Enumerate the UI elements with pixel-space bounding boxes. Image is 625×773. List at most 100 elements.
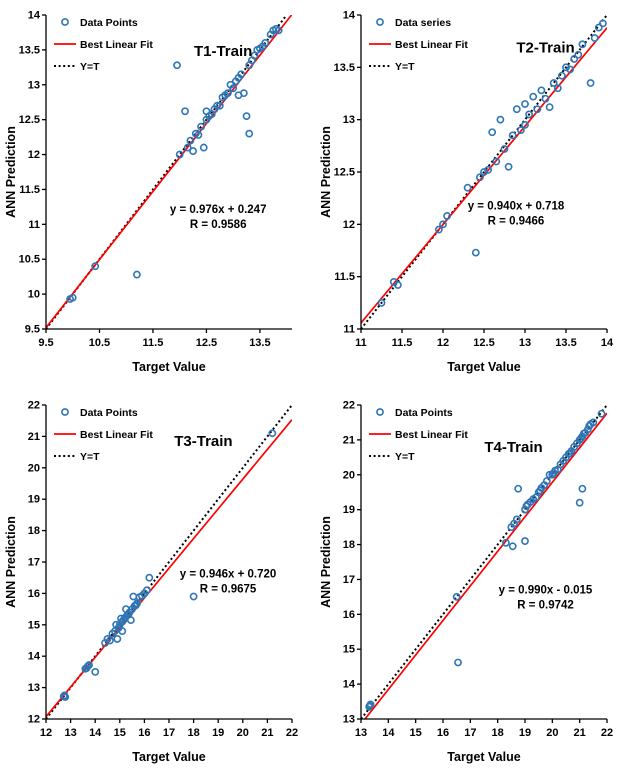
legend-label-points: Data Points — [395, 407, 453, 419]
chart-t3-train: 12 13 14 15 16 17 18 19 20 21 22 12 13 14 15 16 17 18 19 20… — [4, 395, 306, 767]
y-tick-label: 13 — [28, 682, 40, 694]
identity-line — [360, 14, 608, 330]
data-point-marker — [199, 143, 208, 152]
y-tick-label: 18 — [343, 539, 355, 551]
fit-equation: y = 0.946x + 0.720 — [180, 569, 277, 581]
data-point-marker — [512, 105, 521, 114]
data-point-marker — [129, 592, 138, 601]
data-point-marker — [557, 71, 566, 80]
x-tick-label: 16 — [138, 727, 150, 739]
data-point-marker — [213, 101, 222, 110]
x-tick-label: 11.5 — [143, 337, 164, 349]
chart-title: T4-Train — [484, 439, 542, 456]
y-tick-label: 14 — [28, 10, 41, 22]
data-point-marker — [553, 84, 562, 93]
chart-t2-train: 11 11.5 12 12.5 13 13.5 14 11 11.5 12 12.5 13 13.5 14… — [319, 5, 621, 377]
legend-label-yt: Y=T — [80, 451, 100, 463]
data-point-marker — [133, 599, 141, 608]
y-tick-label: 22 — [28, 400, 40, 412]
x-tick-label: 13 — [355, 727, 367, 739]
identity-line — [360, 404, 608, 720]
data-point-marker — [223, 89, 232, 98]
data-point-marker — [514, 484, 523, 493]
y-tick-label: 16 — [28, 588, 40, 600]
data-point-marker — [525, 110, 533, 119]
data-point-marker — [501, 538, 510, 547]
x-tick-label: 22 — [601, 727, 613, 739]
data-point-marker — [197, 122, 205, 131]
x-tick-label: 12.5 — [473, 337, 494, 349]
x-axis-title: Target Value — [447, 360, 520, 374]
data-point-marker — [126, 616, 135, 624]
data-point-marker — [533, 105, 542, 114]
data-point-marker — [439, 220, 447, 229]
legend-label-yt: Y=T — [395, 451, 415, 463]
data-point-marker — [512, 515, 521, 524]
legend-label-yt: Y=T — [80, 61, 100, 73]
y-tick-label: 12.5 — [19, 114, 40, 126]
legend-label-fit: Best Linear Fit — [80, 429, 153, 441]
x-tick-label: 13.5 — [249, 337, 270, 349]
x-tick-label: 18 — [492, 727, 504, 739]
data-point-marker — [106, 636, 114, 645]
data-point-marker — [245, 129, 254, 138]
data-point-marker — [394, 281, 402, 289]
x-tick-label: 12.5 — [196, 337, 217, 349]
data-point-marker — [570, 55, 579, 63]
y-tick-label: 13.5 — [334, 62, 355, 74]
data-point-marker — [521, 100, 529, 108]
data-point-marker — [173, 61, 181, 70]
scatter-chart: 11 11.5 12 12.5 13 13.5 14 11 11.5 12 12.5 13 13.5 14… — [319, 10, 614, 375]
data-point-marker — [454, 658, 462, 667]
legend: Data series Best Linear Fit Y=T — [369, 17, 468, 73]
legend-label-fit: Best Linear Fit — [395, 39, 468, 51]
best-fit-line — [363, 412, 607, 719]
x-tick-label: 20 — [237, 727, 249, 739]
scatter-chart: 9.5 10.5 11.5 12.5 13.5 9.5 10 10.5 11 11.5 12 12.5… — [4, 10, 292, 374]
y-tick-label: 14 — [343, 10, 356, 22]
y-tick-label: 13.5 — [19, 44, 40, 56]
y-tick-label: 11 — [343, 324, 355, 336]
y-tick-label: 19 — [28, 494, 40, 506]
data-point-marker — [516, 126, 525, 135]
legend-label-yt: Y=T — [395, 61, 415, 73]
scatter-chart: 13 14 15 16 17 18 19 20 21 22 13 14 15 16 17 18 19 20 21 22… — [319, 400, 613, 765]
data-point-marker — [594, 23, 603, 32]
x-tick-label: 19 — [212, 727, 224, 739]
data-point-marker — [242, 112, 251, 121]
data-point-marker — [492, 157, 501, 166]
x-tick-label: 13 — [64, 727, 76, 739]
legend-label-fit: Best Linear Fit — [80, 39, 153, 51]
data-point-marker — [488, 128, 497, 137]
data-point-marker — [268, 429, 277, 438]
legend-marker-icon — [376, 18, 384, 26]
data-point-marker — [562, 63, 570, 72]
x-tick-label: 15 — [114, 727, 126, 739]
data-point-marker — [142, 586, 151, 595]
y-tick-label: 10 — [28, 289, 40, 301]
y-tick-label: 14 — [343, 679, 356, 691]
x-tick-label: 22 — [286, 727, 298, 739]
identity-line — [45, 404, 293, 720]
legend: Data Points Best Linear Fit Y=T — [54, 407, 153, 463]
data-point-marker — [145, 573, 154, 582]
data-point-marker — [183, 143, 192, 152]
legend-label-points: Data Points — [80, 17, 138, 29]
data-point-marker — [508, 131, 517, 140]
x-tick-label: 11 — [355, 337, 367, 349]
fit-r-value: R = 0.9675 — [200, 584, 257, 596]
fit-equation: y = 0.976x + 0.247 — [170, 204, 267, 216]
data-point-marker — [443, 212, 452, 220]
y-tick-label: 13 — [343, 114, 355, 126]
y-tick-label: 15 — [343, 644, 355, 656]
data-point-marker — [574, 50, 583, 59]
data-point-marker — [61, 693, 70, 701]
scatter-chart: 12 13 14 15 16 17 18 19 20 21 22 12 13 14 15 16 17 18 19 20… — [4, 400, 298, 765]
y-axis-title: ANN Prediction — [319, 516, 333, 608]
y-tick-label: 14 — [28, 651, 41, 663]
y-tick-label: 11 — [28, 219, 40, 231]
data-point-marker — [113, 635, 122, 643]
data-point-marker — [521, 121, 529, 129]
y-tick-label: 12 — [28, 149, 40, 161]
